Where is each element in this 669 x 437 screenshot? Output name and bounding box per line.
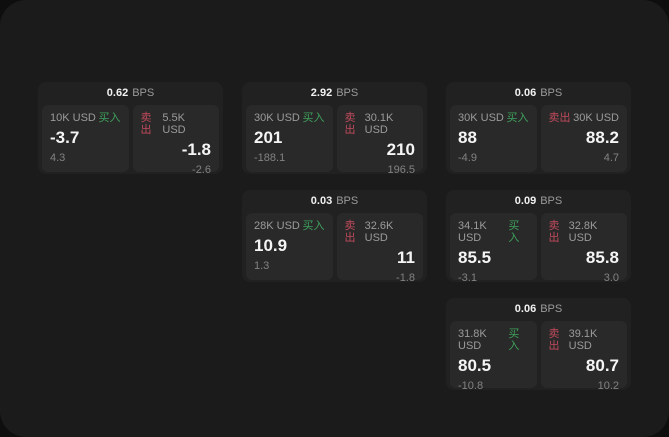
- buy-price: 80.5: [458, 356, 492, 375]
- sell-secondary-value: 4.7: [603, 152, 619, 164]
- bps-value: 0.62: [106, 87, 129, 99]
- quote-panels: 31.8K USD 买入 80.5 -10.8 卖出 39.1K USD 80.…: [446, 321, 631, 392]
- sell-price: 210: [386, 140, 415, 159]
- sell-amount: 39.1K USD: [568, 328, 598, 352]
- sell-price: 88.2: [585, 128, 619, 147]
- buy-label: 买入: [506, 112, 529, 124]
- sell-amount: 30K USD: [573, 112, 619, 124]
- sell-amount: 5.5K USD: [162, 112, 186, 136]
- card-header: 0.62 BPS: [38, 82, 223, 105]
- buy-amount: 34.1K USD: [458, 220, 487, 244]
- buy-price: 85.5: [458, 248, 492, 267]
- buy-secondary-value: -10.8: [458, 380, 484, 392]
- sell-label: 卖出: [344, 112, 356, 136]
- buy-label: 买入: [302, 220, 325, 232]
- sell-price: 11: [397, 248, 415, 267]
- buy-price: 10.9: [254, 236, 288, 255]
- sell-label: 卖出: [140, 112, 152, 136]
- buy-price: 201: [254, 128, 283, 147]
- quote-card: 0.62 BPS 10K USD 买入 -3.7 4.3 卖出 5.5K USD…: [38, 82, 223, 176]
- sell-label: 卖出: [548, 220, 560, 244]
- buy-label: 买入: [508, 220, 520, 244]
- sell-panel[interactable]: 卖出 32.8K USD 85.8 3.0: [540, 213, 627, 284]
- sell-secondary-value: -2.6: [192, 164, 211, 176]
- sell-amount: 32.8K USD: [568, 220, 598, 244]
- buy-panel[interactable]: 31.8K USD 买入 80.5 -10.8: [450, 321, 537, 392]
- quote-panels: 34.1K USD 买入 85.5 -3.1 卖出 32.8K USD 85.8…: [446, 213, 631, 284]
- buy-secondary-value: 4.3: [50, 152, 66, 164]
- sell-panel[interactable]: 卖出 5.5K USD -1.8 -2.6: [132, 105, 219, 176]
- card-header: 0.06 BPS: [446, 298, 631, 321]
- buy-amount: 10K USD: [50, 112, 96, 124]
- sell-panel[interactable]: 卖出 32.6K USD 11 -1.8: [336, 213, 423, 284]
- buy-panel[interactable]: 30K USD 买入 88 -4.9: [450, 105, 537, 172]
- buy-amount: 28K USD: [254, 220, 300, 232]
- quote-card: 0.06 BPS 31.8K USD 买入 80.5 -10.8 卖出 39.1…: [446, 298, 631, 392]
- sell-price: 85.8: [585, 248, 619, 267]
- bps-value: 2.92: [310, 87, 333, 99]
- card-header: 2.92 BPS: [242, 82, 427, 105]
- sell-price: -1.8: [181, 140, 211, 159]
- sell-panel[interactable]: 卖出 39.1K USD 80.7 10.2: [540, 321, 627, 392]
- bps-value: 0.09: [514, 195, 537, 207]
- sell-amount: 32.6K USD: [364, 220, 394, 244]
- quote-card: 0.09 BPS 34.1K USD 买入 85.5 -3.1 卖出 32.8K…: [446, 190, 631, 284]
- buy-amount: 30K USD: [254, 112, 300, 124]
- buy-secondary-value: 1.3: [254, 260, 270, 272]
- sell-panel[interactable]: 卖出 30.1K USD 210 196.5: [336, 105, 423, 176]
- sell-label: 卖出: [548, 328, 560, 352]
- sell-panel[interactable]: 卖出 30K USD 88.2 4.7: [540, 105, 627, 172]
- card-header: 0.03 BPS: [242, 190, 427, 213]
- card-header: 0.06 BPS: [446, 82, 631, 105]
- buy-amount: 30K USD: [458, 112, 504, 124]
- bps-value: 0.03: [310, 195, 333, 207]
- buy-label: 买入: [508, 328, 520, 352]
- bps-unit-label: BPS: [336, 87, 359, 99]
- buy-label: 买入: [98, 112, 121, 124]
- quote-card: 0.06 BPS 30K USD 买入 88 -4.9 卖出 30K USD 8…: [446, 82, 631, 174]
- bps-unit-label: BPS: [540, 303, 563, 315]
- buy-secondary-value: -188.1: [254, 152, 286, 164]
- sell-secondary-value: 196.5: [387, 164, 415, 176]
- buy-secondary-value: -4.9: [458, 152, 477, 164]
- buy-amount: 31.8K USD: [458, 328, 487, 352]
- buy-label: 买入: [302, 112, 325, 124]
- buy-secondary-value: -3.1: [458, 272, 477, 284]
- bps-value: 0.06: [514, 87, 537, 99]
- buy-panel[interactable]: 10K USD 买入 -3.7 4.3: [42, 105, 129, 172]
- bps-unit-label: BPS: [540, 195, 563, 207]
- quote-panels: 10K USD 买入 -3.7 4.3 卖出 5.5K USD -1.8 -2.…: [38, 105, 223, 176]
- card-header: 0.09 BPS: [446, 190, 631, 213]
- sell-amount: 30.1K USD: [364, 112, 394, 136]
- buy-price: 88: [458, 128, 477, 147]
- quote-card: 2.92 BPS 30K USD 买入 201 -188.1 卖出 30.1K …: [242, 82, 427, 176]
- quote-panels: 28K USD 买入 10.9 1.3 卖出 32.6K USD 11 -1.8: [242, 213, 427, 284]
- quote-card: 0.03 BPS 28K USD 买入 10.9 1.3 卖出 32.6K US…: [242, 190, 427, 284]
- bps-unit-label: BPS: [132, 87, 155, 99]
- buy-panel[interactable]: 30K USD 买入 201 -188.1: [246, 105, 333, 172]
- quote-panels: 30K USD 买入 88 -4.9 卖出 30K USD 88.2 4.7: [446, 105, 631, 172]
- buy-panel[interactable]: 28K USD 买入 10.9 1.3: [246, 213, 333, 280]
- sell-label: 卖出: [548, 112, 571, 124]
- sell-secondary-value: -1.8: [396, 272, 415, 284]
- buy-price: -3.7: [50, 128, 80, 147]
- quote-panels: 30K USD 买入 201 -188.1 卖出 30.1K USD 210 1…: [242, 105, 427, 176]
- bps-value: 0.06: [514, 303, 537, 315]
- sell-secondary-value: 10.2: [597, 380, 619, 392]
- bps-unit-label: BPS: [540, 87, 563, 99]
- sell-secondary-value: 3.0: [603, 272, 619, 284]
- sell-label: 卖出: [344, 220, 356, 244]
- bps-unit-label: BPS: [336, 195, 359, 207]
- buy-panel[interactable]: 34.1K USD 买入 85.5 -3.1: [450, 213, 537, 284]
- sell-price: 80.7: [585, 356, 619, 375]
